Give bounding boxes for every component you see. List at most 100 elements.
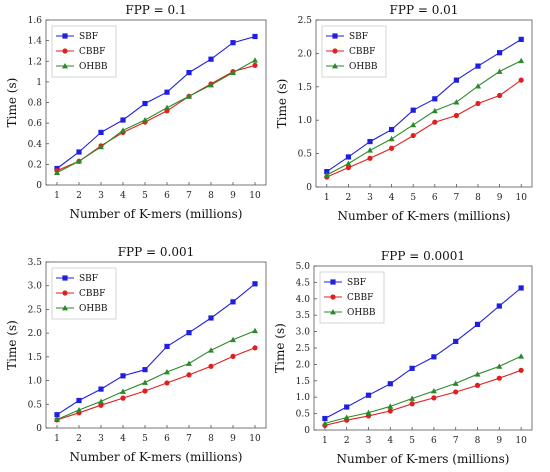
chart-3-xtick-label: 7 bbox=[186, 434, 192, 444]
chart-1-legend-cbbf-label: CBBF bbox=[79, 47, 105, 57]
chart-1-legend-sbf-label: SBF bbox=[79, 32, 98, 42]
chart-4-ohbb-point bbox=[496, 363, 503, 369]
chart-1-xtick-label: 1 bbox=[54, 191, 60, 201]
chart-1-sbf-point bbox=[98, 129, 104, 136]
chart-3-xlabel: Number of K-mers (millions) bbox=[70, 450, 243, 464]
chart-4-ytick-label: 2.0 bbox=[296, 360, 311, 370]
chart-3-cbbf-point bbox=[164, 380, 170, 386]
chart-4-sbf-point bbox=[518, 285, 524, 291]
chart-2-sbf-point bbox=[453, 77, 459, 83]
chart-2-xtick-label: 10 bbox=[515, 193, 527, 203]
chart-4-legend-cbbf-marker bbox=[330, 294, 336, 300]
chart-1-xtick-label: 2 bbox=[76, 191, 82, 201]
chart-3-ohbb-point bbox=[142, 379, 148, 385]
chart-3-xtick-label: 5 bbox=[142, 434, 148, 444]
chart-2-legend-ohbb-label: OHBB bbox=[349, 62, 378, 72]
chart-2-ytick-label: 1.5 bbox=[298, 83, 313, 93]
chart-2-xtick-label: 5 bbox=[410, 193, 416, 203]
chart-2-xtick-label: 1 bbox=[324, 193, 330, 203]
chart-3-cbbf-point bbox=[98, 402, 104, 408]
chart-4-ytick-label: 1.5 bbox=[296, 377, 311, 387]
chart-2-ohbb-point bbox=[388, 135, 395, 142]
chart-4-cbbf-point bbox=[474, 382, 481, 388]
chart-4-xtick-label: 3 bbox=[366, 436, 372, 446]
chart-3-ohbb-point bbox=[208, 347, 214, 353]
chart-4-xlabel: Number of K-mers (millions) bbox=[337, 452, 510, 466]
chart-4-xtick-label: 5 bbox=[409, 436, 415, 446]
chart-3-title: FPP = 0.001 bbox=[118, 245, 195, 259]
chart-2-cbbf-point bbox=[518, 77, 524, 83]
chart-1-xlabel: Number of K-mers (millions) bbox=[70, 207, 243, 221]
chart-4-sbf-point bbox=[387, 381, 393, 387]
chart-3-sbf-point bbox=[186, 330, 192, 336]
chart-1-ylabel: Time (s) bbox=[5, 78, 19, 128]
chart-3-ohbb-point bbox=[164, 369, 170, 375]
chart-2-sbf-point bbox=[345, 154, 351, 160]
chart-3-legend-ohbb-label: OHBB bbox=[79, 304, 108, 314]
chart-3-xtick-label: 10 bbox=[249, 434, 261, 444]
chart-1-sbf-point bbox=[120, 117, 126, 123]
chart-2-sbf-point bbox=[497, 50, 503, 56]
chart-3-legend-cbbf-marker bbox=[62, 290, 68, 296]
chart-1-ytick-label: 0.6 bbox=[28, 119, 43, 129]
chart-3-ohbb-point bbox=[186, 360, 192, 366]
chart-2-ohbb-line bbox=[326, 60, 522, 176]
chart-2-sbf-point bbox=[389, 126, 395, 133]
chart-3-legend-sbf-marker bbox=[62, 275, 68, 281]
chart-1-cbbf-line bbox=[56, 64, 256, 172]
chart-4-cbbf-line bbox=[324, 369, 522, 426]
chart-1-sbf-point bbox=[76, 149, 82, 155]
chart-1-ytick-label: 1.2 bbox=[28, 57, 42, 67]
chart-4-ytick-label: 0 bbox=[304, 426, 310, 436]
chart-2-ohbb-point bbox=[410, 121, 417, 128]
chart-2-cbbf-point bbox=[453, 112, 459, 119]
chart-1-ytick-label: 1 bbox=[36, 78, 42, 88]
chart-3-ytick-label: 2.5 bbox=[28, 305, 43, 315]
chart-4-sbf-point bbox=[496, 303, 502, 309]
chart-3-ylabel: Time (s) bbox=[5, 320, 19, 370]
chart-2-ohbb-point bbox=[323, 171, 330, 178]
chart-2-cbbf-point bbox=[345, 165, 351, 171]
chart-2-xtick-label: 8 bbox=[475, 193, 481, 203]
chart-1-legend-ohbb-label: OHBB bbox=[79, 62, 108, 72]
chart-4-ohbb-point bbox=[365, 409, 372, 416]
chart-2-xlabel: Number of K-mers (millions) bbox=[338, 209, 511, 223]
chart-4-legend-cbbf-label: CBBF bbox=[347, 293, 373, 303]
chart-4-ytick-label: 4.5 bbox=[296, 278, 311, 288]
chart-1-ytick-label: 0.4 bbox=[28, 140, 43, 150]
chart-3-ohbb-line bbox=[56, 330, 256, 421]
chart-1-ohbb-point bbox=[208, 81, 214, 88]
chart-1-ohbb-point bbox=[164, 104, 170, 111]
chart-4-ytick-label: 3.0 bbox=[296, 328, 311, 338]
chart-1-xtick-label: 8 bbox=[208, 191, 214, 201]
chart-1-ohbb-point bbox=[120, 127, 126, 133]
chart-2-ytick-label: 0.5 bbox=[298, 150, 313, 160]
chart-2-sbf-line bbox=[326, 38, 522, 173]
chart-1-ohbb-point bbox=[186, 93, 192, 99]
chart-2-xtick-label: 3 bbox=[367, 193, 373, 203]
chart-2-cbbf-point bbox=[410, 132, 416, 139]
chart-2-cbbf-point bbox=[497, 92, 503, 99]
chart-1-ytick-label: 1.6 bbox=[28, 16, 43, 26]
chart-4-sbf-point bbox=[322, 415, 328, 422]
chart-3-xtick-label: 2 bbox=[76, 434, 82, 444]
chart-2-sbf-point bbox=[367, 138, 373, 145]
chart-3-sbf-point bbox=[208, 315, 214, 321]
chart-1-title: FPP = 0.1 bbox=[125, 3, 186, 17]
chart-3-sbf-line bbox=[56, 283, 256, 416]
chart-1-xtick-label: 6 bbox=[164, 191, 170, 201]
chart-1-ohbb-point bbox=[98, 143, 104, 150]
chart-2-plot-frame bbox=[315, 19, 533, 188]
chart-3-xtick-label: 6 bbox=[164, 434, 170, 444]
chart-1-legend-sbf-marker bbox=[62, 33, 68, 39]
chart-4-cbbf-point bbox=[496, 375, 502, 381]
chart-4-xtick-label: 8 bbox=[475, 436, 481, 446]
chart-4-xtick-label: 4 bbox=[387, 436, 393, 446]
chart-3-ytick-label: 3.5 bbox=[28, 258, 43, 268]
chart-2-ohbb-point bbox=[453, 99, 460, 105]
chart-4-ytick-label: 5.0 bbox=[296, 262, 311, 272]
chart-3-cbbf-point bbox=[120, 395, 126, 401]
chart-4-sbf-line bbox=[324, 287, 522, 419]
chart-2-xtick-label: 2 bbox=[346, 193, 352, 203]
chart-3-sbf-point bbox=[98, 386, 104, 392]
